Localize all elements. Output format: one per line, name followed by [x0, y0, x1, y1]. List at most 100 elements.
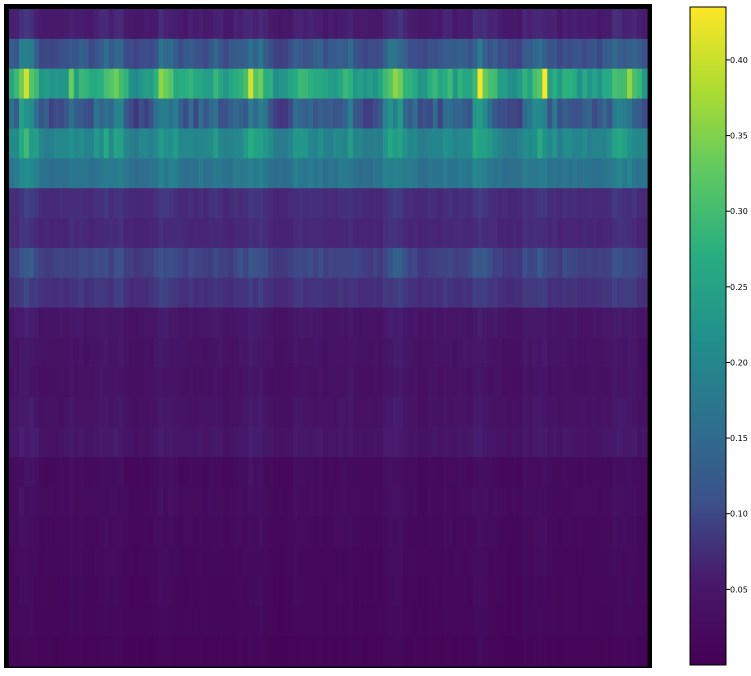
- heatmap-cell: [337, 128, 344, 159]
- heatmap-cell: [43, 367, 50, 398]
- heatmap-cell: [582, 516, 588, 548]
- heatmap-cell: [313, 636, 319, 667]
- heatmap-cell: [552, 218, 558, 249]
- heatmap-cell: [33, 128, 40, 159]
- heatmap-cell: [412, 9, 419, 40]
- heatmap-cell: [627, 247, 633, 279]
- heatmap-cell: [492, 277, 499, 309]
- heatmap-cell: [63, 128, 70, 159]
- heatmap-cell: [133, 247, 140, 279]
- heatmap-cell: [342, 68, 349, 100]
- heatmap-cell: [288, 9, 294, 40]
- heatmap-cell: [582, 606, 588, 637]
- heatmap-cell: [552, 38, 558, 70]
- heatmap-cell: [123, 9, 130, 40]
- heatmap-cell: [238, 277, 244, 309]
- heatmap-cell: [587, 486, 593, 518]
- heatmap-cell: [347, 188, 354, 219]
- heatmap-cell: [397, 427, 404, 458]
- heatmap-cell: [337, 636, 344, 667]
- heatmap-cell: [497, 576, 504, 607]
- heatmap-cell: [28, 427, 35, 458]
- heatmap-cell: [258, 516, 264, 548]
- heatmap-cell: [13, 247, 20, 279]
- heatmap-cell: [128, 576, 135, 607]
- heatmap-cell: [133, 456, 140, 488]
- heatmap-cell: [203, 546, 209, 578]
- heatmap-cell: [632, 456, 638, 488]
- heatmap-cell: [58, 247, 65, 279]
- heatmap-cell: [108, 397, 115, 428]
- heatmap-cell: [522, 307, 528, 339]
- heatmap-cell: [138, 546, 145, 578]
- heatmap-cell: [607, 367, 613, 398]
- heatmap-cell: [263, 38, 269, 70]
- heatmap-cell: [238, 606, 244, 637]
- heatmap-cell: [118, 606, 125, 637]
- heatmap-cell: [278, 98, 284, 130]
- heatmap-cell: [617, 307, 623, 339]
- heatmap-cell: [313, 397, 319, 428]
- heatmap-cell: [313, 9, 319, 40]
- heatmap-cell: [387, 546, 394, 578]
- heatmap-cell: [487, 188, 494, 219]
- heatmap-cell: [617, 9, 623, 40]
- heatmap-cell: [153, 218, 160, 249]
- heatmap-cell: [577, 606, 583, 637]
- heatmap-cell: [13, 367, 20, 398]
- heatmap-cell: [522, 277, 528, 309]
- heatmap-cell: [432, 277, 439, 309]
- heatmap-cell: [487, 247, 494, 279]
- heatmap-cell: [437, 576, 444, 607]
- heatmap-cell: [422, 516, 429, 548]
- heatmap-cell: [273, 38, 279, 70]
- heatmap-cell: [627, 427, 633, 458]
- heatmap-cell: [642, 636, 648, 667]
- heatmap-cell: [233, 636, 239, 667]
- heatmap-cell: [607, 516, 613, 548]
- heatmap-cell: [347, 367, 354, 398]
- heatmap-cell: [377, 218, 384, 249]
- heatmap-cell: [213, 188, 219, 219]
- heatmap-cell: [93, 158, 100, 189]
- heatmap-cell: [572, 68, 578, 100]
- heatmap-cell: [612, 397, 618, 428]
- heatmap-cell: [188, 397, 195, 428]
- heatmap-cell: [198, 456, 204, 488]
- heatmap-cell: [387, 158, 394, 189]
- heatmap-cell: [407, 576, 414, 607]
- heatmap-cell: [123, 546, 130, 578]
- heatmap-cell: [268, 486, 274, 518]
- heatmap-cell: [128, 247, 135, 279]
- heatmap-cell: [567, 456, 573, 488]
- heatmap-cell: [387, 516, 394, 548]
- heatmap-cell: [497, 636, 504, 667]
- heatmap-cell: [223, 68, 229, 100]
- heatmap-cell: [283, 456, 289, 488]
- heatmap-cell: [622, 486, 628, 518]
- heatmap-cell: [68, 277, 75, 309]
- heatmap-cell: [248, 277, 254, 309]
- heatmap-cell: [253, 486, 259, 518]
- heatmap-cell: [387, 188, 394, 219]
- heatmap-cell: [527, 367, 533, 398]
- heatmap-cell: [43, 247, 50, 279]
- heatmap-cell: [203, 606, 209, 637]
- heatmap-cell: [522, 576, 528, 607]
- heatmap-cell: [188, 218, 195, 249]
- heatmap-cell: [577, 516, 583, 548]
- heatmap-cell: [118, 397, 125, 428]
- heatmap-cell: [128, 128, 135, 159]
- heatmap-cell: [557, 158, 563, 189]
- heatmap-cell: [367, 98, 374, 130]
- heatmap-cell: [98, 516, 105, 548]
- heatmap-cell: [118, 277, 125, 309]
- heatmap-cell: [193, 38, 199, 70]
- heatmap-cell: [422, 98, 429, 130]
- heatmap-cell: [562, 427, 568, 458]
- heatmap-cell: [173, 158, 180, 189]
- heatmap-cell: [567, 9, 573, 40]
- heatmap-cell: [512, 397, 518, 428]
- heatmap-cell: [163, 546, 170, 578]
- heatmap-cell: [148, 277, 155, 309]
